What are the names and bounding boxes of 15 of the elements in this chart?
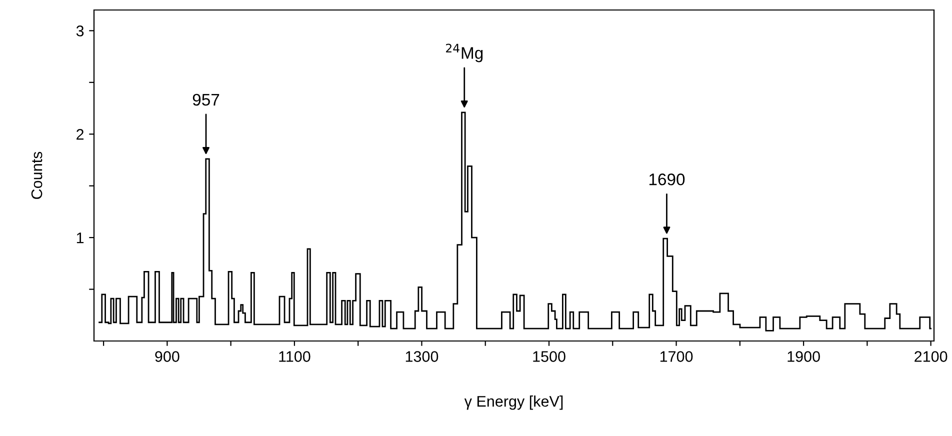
y-tick-label: 3 bbox=[76, 26, 84, 36]
y-tick-label: 2 bbox=[76, 128, 84, 140]
x-tick-label: 900 bbox=[155, 351, 180, 362]
x-tick-label: 1700 bbox=[660, 351, 693, 362]
x-tick-label: 1900 bbox=[788, 351, 820, 362]
annotation: $^{24}$Mg bbox=[446, 44, 483, 62]
x-tick-label: 2100 bbox=[914, 351, 948, 362]
x-tick-label: 1500 bbox=[533, 351, 566, 362]
annotation: 1690 bbox=[649, 174, 685, 186]
y-tick-label: 1 bbox=[76, 232, 84, 244]
x-axis-title: γ Energy [keV] bbox=[464, 396, 563, 410]
x-tick-label: 1300 bbox=[406, 351, 438, 362]
annotation: 957 bbox=[192, 94, 220, 106]
x-tick-label: 1100 bbox=[279, 351, 310, 362]
y-axis-title: Counts bbox=[31, 152, 42, 199]
